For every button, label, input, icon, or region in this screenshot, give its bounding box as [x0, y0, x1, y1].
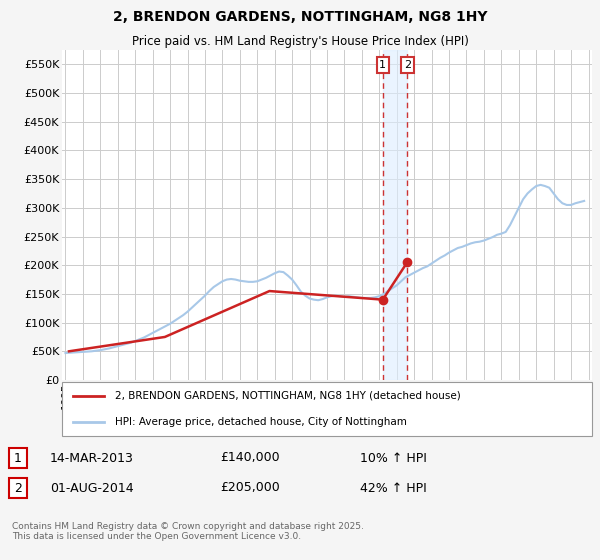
Text: £205,000: £205,000: [220, 482, 280, 494]
Text: 1: 1: [14, 451, 22, 464]
Text: £140,000: £140,000: [220, 451, 280, 464]
Text: 42% ↑ HPI: 42% ↑ HPI: [360, 482, 427, 494]
Text: HPI: Average price, detached house, City of Nottingham: HPI: Average price, detached house, City…: [115, 417, 407, 427]
Text: 14-MAR-2013: 14-MAR-2013: [50, 451, 134, 464]
FancyBboxPatch shape: [9, 448, 27, 468]
FancyBboxPatch shape: [62, 382, 592, 436]
Text: Contains HM Land Registry data © Crown copyright and database right 2025.
This d: Contains HM Land Registry data © Crown c…: [12, 522, 364, 542]
Text: 2: 2: [404, 60, 411, 70]
Text: 2: 2: [14, 482, 22, 494]
Text: 2, BRENDON GARDENS, NOTTINGHAM, NG8 1HY (detached house): 2, BRENDON GARDENS, NOTTINGHAM, NG8 1HY …: [115, 391, 461, 400]
Text: 2, BRENDON GARDENS, NOTTINGHAM, NG8 1HY: 2, BRENDON GARDENS, NOTTINGHAM, NG8 1HY: [113, 11, 487, 25]
FancyBboxPatch shape: [9, 478, 27, 498]
Text: 1: 1: [379, 60, 386, 70]
Text: Price paid vs. HM Land Registry's House Price Index (HPI): Price paid vs. HM Land Registry's House …: [131, 35, 469, 48]
Text: 01-AUG-2014: 01-AUG-2014: [50, 482, 134, 494]
Text: 10% ↑ HPI: 10% ↑ HPI: [360, 451, 427, 464]
Bar: [383, 50, 407, 380]
